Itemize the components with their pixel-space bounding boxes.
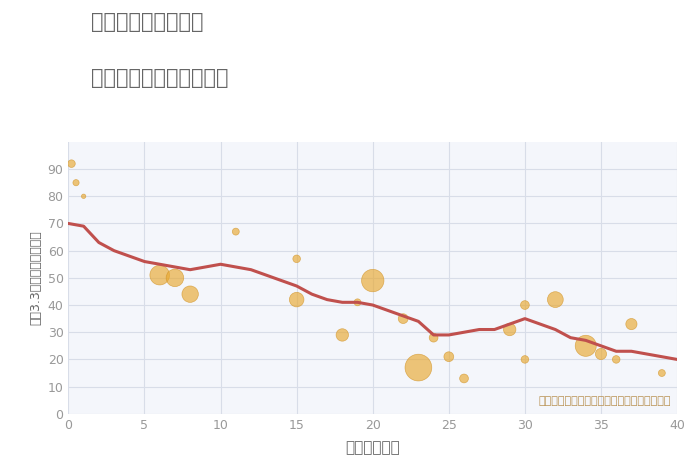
Text: 円の大きさは、取引のあった物件面積を示す: 円の大きさは、取引のあった物件面積を示す xyxy=(538,396,671,406)
Point xyxy=(458,375,470,382)
Point xyxy=(656,369,667,377)
Point xyxy=(413,364,424,371)
Point xyxy=(291,296,302,303)
Text: 築年数別中古戸建て価格: 築年数別中古戸建て価格 xyxy=(91,68,228,88)
Point xyxy=(596,350,607,358)
Point xyxy=(337,331,348,339)
Point xyxy=(428,334,439,341)
Point xyxy=(169,274,181,282)
Point xyxy=(78,193,89,200)
Point xyxy=(71,179,82,187)
Point xyxy=(580,342,592,350)
Point xyxy=(352,298,363,306)
Y-axis label: 坪（3.3㎡）単価（万円）: 坪（3.3㎡）単価（万円） xyxy=(29,230,42,325)
Point xyxy=(519,301,531,309)
Point xyxy=(550,296,561,303)
Point xyxy=(185,290,196,298)
Point xyxy=(154,271,165,279)
Point xyxy=(230,228,241,235)
Point xyxy=(398,315,409,322)
Point xyxy=(519,356,531,363)
Point xyxy=(610,356,622,363)
Point xyxy=(66,160,77,167)
Text: 兵庫県赤穂市尾崎の: 兵庫県赤穂市尾崎の xyxy=(91,12,204,32)
Point xyxy=(367,277,378,284)
X-axis label: 築年数（年）: 築年数（年） xyxy=(345,440,400,455)
Point xyxy=(291,255,302,263)
Point xyxy=(626,321,637,328)
Point xyxy=(443,353,454,360)
Point xyxy=(504,326,515,333)
